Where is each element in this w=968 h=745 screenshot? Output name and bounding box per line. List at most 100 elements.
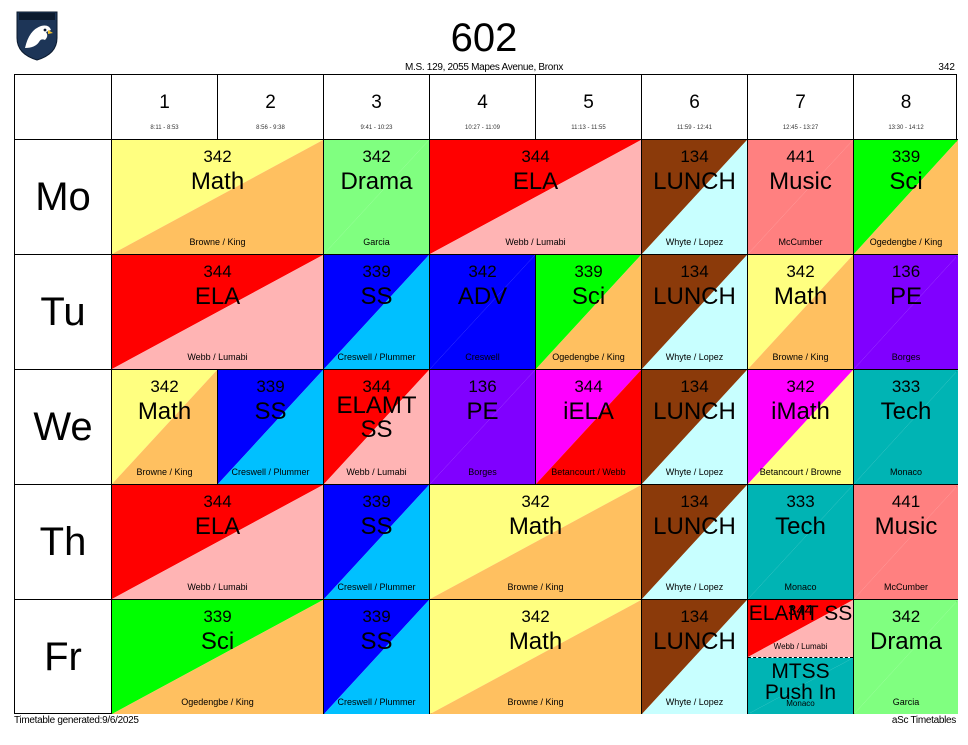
lesson-cell[interactable]: 339 SS Creswell / Plummer bbox=[217, 369, 323, 484]
teacher-names: Browne / King bbox=[136, 467, 193, 477]
cell-background bbox=[748, 255, 853, 369]
teacher-names: Borges bbox=[468, 467, 497, 477]
lesson-cell[interactable]: 344 ELA Webb / Lumabi bbox=[111, 254, 323, 369]
teacher-names: Browne / King bbox=[189, 237, 246, 247]
subject-name: Math bbox=[508, 513, 563, 540]
lesson-cell[interactable]: 333 Tech Monaco bbox=[747, 484, 853, 599]
teacher-names: Creswell / Plummer bbox=[231, 467, 310, 477]
subject-name: ADV bbox=[457, 283, 508, 310]
subject-name: MTSS Push In bbox=[764, 660, 837, 704]
lesson-cell[interactable]: 339 SS Creswell / Plummer bbox=[323, 484, 429, 599]
period-number: 3 bbox=[371, 92, 382, 113]
home-room-number: 342 bbox=[938, 62, 955, 73]
subject-name: SS bbox=[254, 398, 287, 425]
teacher-names: Whyte / Lopez bbox=[665, 237, 724, 247]
lesson-cell[interactable]: 134 LUNCH Whyte / Lopez bbox=[641, 484, 747, 599]
room-number: 441 bbox=[891, 492, 921, 511]
cell-background bbox=[430, 600, 641, 714]
subject-name: Math bbox=[190, 168, 245, 195]
software-brand: aSc Timetables bbox=[891, 715, 956, 726]
lesson-cell[interactable]: 344 ELAMT SS Webb / Lumabi MTSS Push In Mona… bbox=[747, 599, 853, 714]
room-number: 344 bbox=[787, 602, 814, 619]
room-number: 342 bbox=[521, 607, 550, 626]
room-number: 344 bbox=[521, 147, 550, 166]
cell-background bbox=[854, 255, 958, 369]
lesson-cell[interactable]: 134 LUNCH Whyte / Lopez bbox=[641, 599, 747, 714]
lesson-cell[interactable]: 339 Sci Ogedengbe / King bbox=[535, 254, 641, 369]
room-number: 136 bbox=[891, 262, 921, 281]
room-number: 342 bbox=[203, 147, 232, 166]
lesson-cell[interactable]: 344 ELA Webb / Lumabi bbox=[111, 484, 323, 599]
lesson-cell[interactable]: 441 Music McCumber bbox=[747, 139, 853, 254]
room-number: 134 bbox=[680, 262, 709, 281]
teacher-names: Webb / Lumabi bbox=[346, 467, 407, 477]
period-time: 8:56 - 9:38 bbox=[256, 125, 285, 131]
lesson-cell[interactable]: 342 Math Browne / King bbox=[747, 254, 853, 369]
lesson-cell[interactable]: 342 iMath Betancourt / Browne bbox=[747, 369, 853, 484]
lesson-cell[interactable]: 342 Math Browne / King bbox=[111, 139, 323, 254]
subject-name: Music bbox=[769, 168, 832, 195]
lesson-cell[interactable]: 342 ADV Creswell bbox=[429, 254, 535, 369]
lesson-cell[interactable]: 339 SS Creswell / Plummer bbox=[323, 254, 429, 369]
lesson-cell[interactable]: 339 Sci Ogedengbe / King bbox=[111, 599, 323, 714]
teacher-names: Creswell / Plummer bbox=[337, 697, 416, 707]
subject-name: ELAMT SS bbox=[336, 392, 417, 443]
teacher-names: Monaco bbox=[786, 699, 815, 708]
subject-name: Tech bbox=[880, 398, 932, 425]
subject-name: ELA bbox=[194, 513, 241, 540]
lesson-cell[interactable]: 342 Drama Garcia bbox=[853, 599, 958, 714]
lesson-cell[interactable]: 134 LUNCH Whyte / Lopez bbox=[641, 369, 747, 484]
lesson-cell[interactable]: 134 LUNCH Whyte / Lopez bbox=[641, 254, 747, 369]
cell-background bbox=[854, 370, 958, 484]
lesson-cell[interactable]: 441 Music McCumber bbox=[853, 484, 958, 599]
cell-background bbox=[430, 140, 641, 254]
subject-name: Drama bbox=[340, 168, 413, 195]
lesson-cell[interactable]: 344 iELA Betancourt / Webb bbox=[535, 369, 641, 484]
lesson-cell[interactable]: 136 PE Borges bbox=[429, 369, 535, 484]
lesson-cell[interactable]: 342 Math Browne / King bbox=[429, 484, 641, 599]
period-header-7: 7 12:45 - 13:27 bbox=[747, 75, 853, 139]
lesson-cell[interactable]: 344 ELA Webb / Lumabi bbox=[429, 139, 641, 254]
cell-background bbox=[430, 370, 535, 484]
period-header-2: 2 8:56 - 9:38 bbox=[217, 75, 323, 139]
room-number: 333 bbox=[786, 492, 815, 511]
cell-background bbox=[324, 600, 429, 714]
cell-background bbox=[642, 600, 747, 714]
period-header-8: 8 13:30 - 14:12 bbox=[853, 75, 958, 139]
subject-name: Math bbox=[508, 628, 563, 655]
teacher-names: Webb / Lumabi bbox=[773, 642, 828, 651]
cell-background bbox=[112, 600, 323, 714]
lesson-cell[interactable]: 333 Tech Monaco bbox=[853, 369, 958, 484]
lesson-cell[interactable]: 342 Drama Garcia bbox=[323, 139, 429, 254]
lesson-cell[interactable]: 339 SS Creswell / Plummer bbox=[323, 599, 429, 714]
subject-name: Sci bbox=[200, 628, 235, 655]
subject-name: ELA bbox=[194, 283, 241, 310]
lesson-cell[interactable]: 344 ELAMT SS Webb / Lumabi bbox=[323, 369, 429, 484]
period-time: 9:41 - 10:23 bbox=[360, 125, 393, 131]
lesson-cell[interactable]: 342 Math Browne / King bbox=[111, 369, 217, 484]
teacher-names: Browne / King bbox=[507, 582, 564, 592]
period-header-4: 4 10:27 - 11:09 bbox=[429, 75, 535, 139]
teacher-names: Monaco bbox=[889, 467, 923, 477]
cell-background bbox=[324, 255, 429, 369]
teacher-names: Whyte / Lopez bbox=[665, 697, 724, 707]
lesson-cell[interactable]: 342 Math Browne / King bbox=[429, 599, 641, 714]
teacher-names: Whyte / Lopez bbox=[665, 582, 724, 592]
teacher-names: Webb / Lumabi bbox=[505, 237, 566, 247]
subject-name: Sci bbox=[889, 168, 923, 195]
cell-background bbox=[748, 485, 853, 599]
eagle-logo-icon bbox=[16, 11, 58, 61]
room-number: 344 bbox=[574, 377, 603, 396]
subject-name: ELAMT SS bbox=[748, 602, 853, 625]
room-number: 342 bbox=[891, 607, 921, 626]
lesson-cell[interactable]: 134 LUNCH Whyte / Lopez bbox=[641, 139, 747, 254]
lesson-cell[interactable]: 339 Sci Ogedengbe / King bbox=[853, 139, 958, 254]
teacher-names: Garcia bbox=[363, 237, 390, 247]
lesson-cell[interactable]: 136 PE Borges bbox=[853, 254, 958, 369]
cell-background bbox=[748, 140, 853, 254]
period-header-5: 5 11:13 - 11:55 bbox=[535, 75, 641, 139]
subject-name: SS bbox=[360, 628, 393, 655]
lesson-half-bottom: MTSS Push In Monaco bbox=[748, 657, 853, 714]
period-number: 7 bbox=[795, 92, 806, 113]
subject-name: PE bbox=[466, 398, 499, 425]
